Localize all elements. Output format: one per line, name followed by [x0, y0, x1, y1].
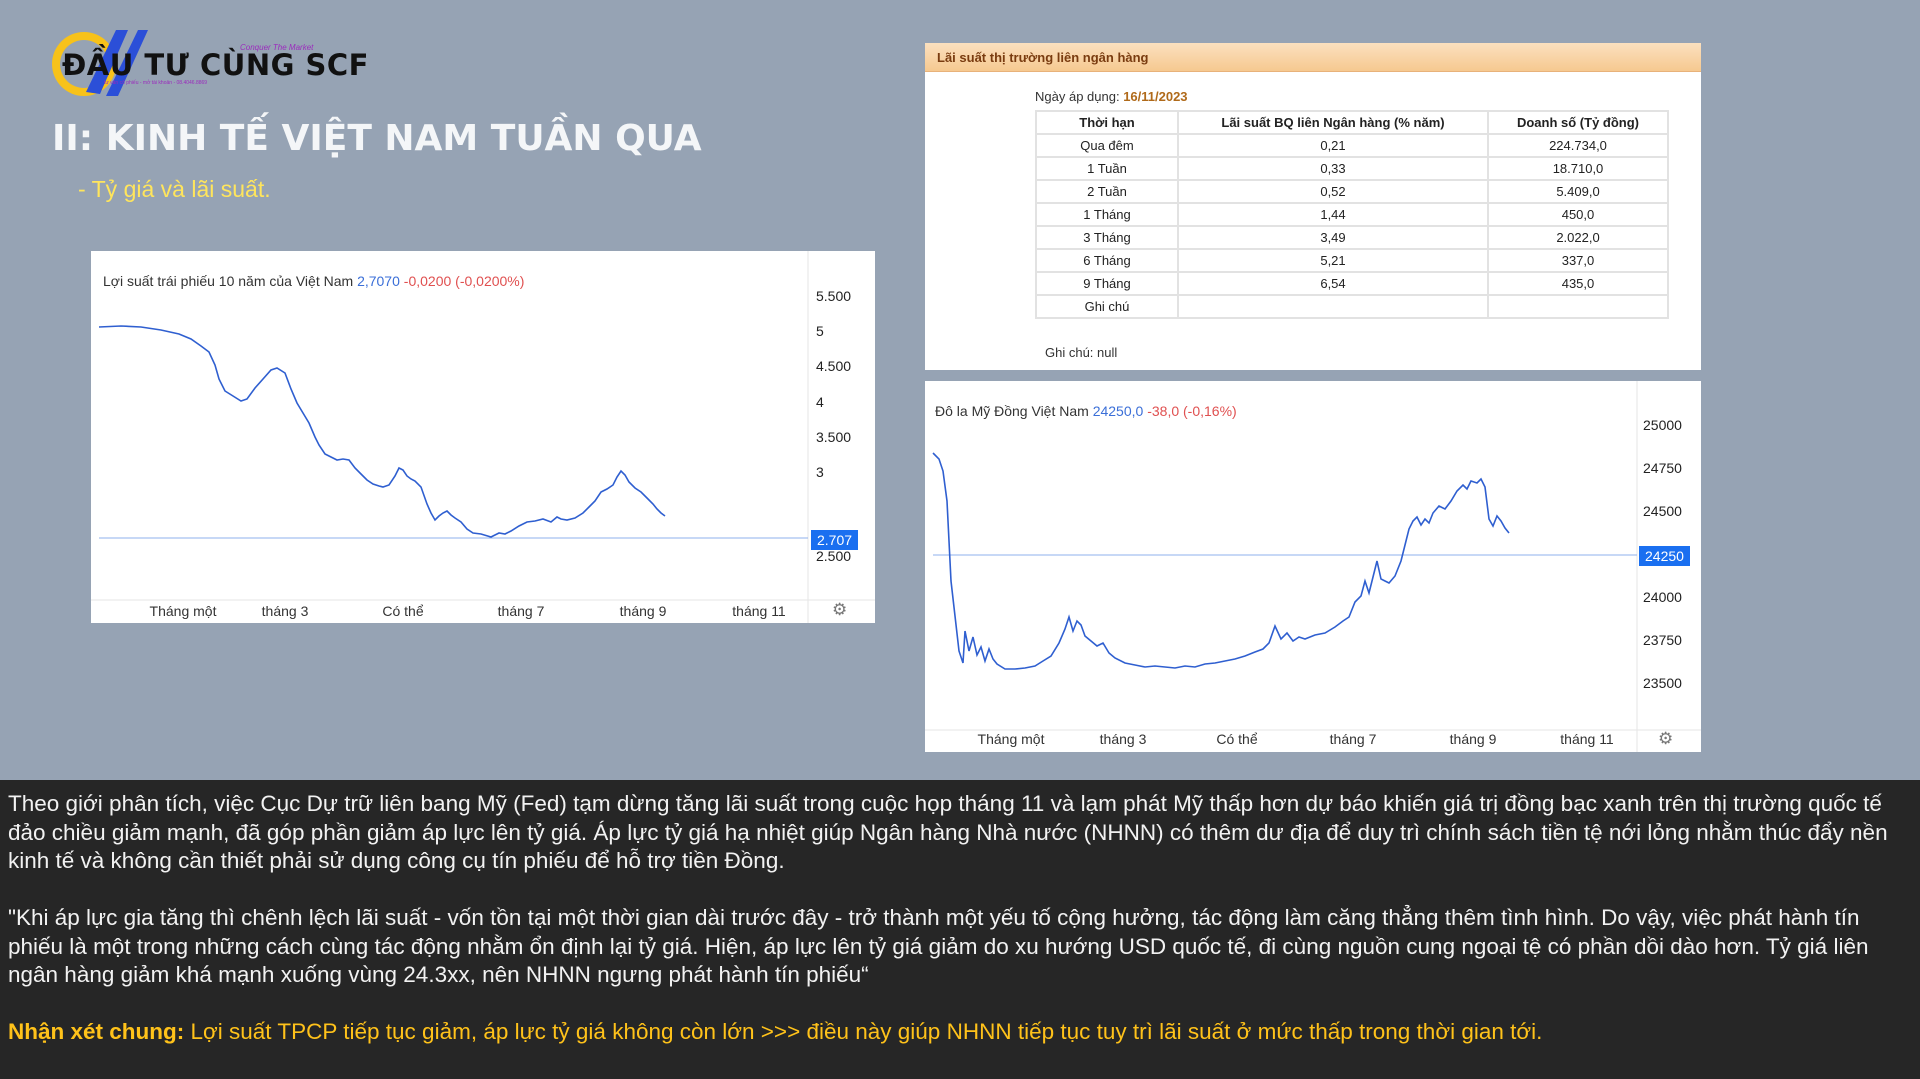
table-cell: 0,52 — [1177, 179, 1489, 204]
table-cell: 224.734,0 — [1487, 133, 1669, 158]
table-row: 1 Tháng 1,44 450,0 — [1035, 202, 1669, 227]
bond-x-tick: Có thể — [382, 603, 424, 619]
table-cell: 6,54 — [1177, 271, 1489, 296]
bond-chart-settings-gear-icon[interactable]: ⚙ — [832, 600, 848, 619]
table-cell: 3,49 — [1177, 225, 1489, 250]
table-row: 1 Tuần 0,33 18.710,0 — [1035, 156, 1669, 181]
commentary-paragraph-2: "Khi áp lực gia tăng thì chênh lệch lãi … — [8, 905, 1869, 987]
table-row: 3 Tháng 3,49 2.022,0 — [1035, 225, 1669, 250]
bond-y-tick: 4.500 — [816, 358, 852, 374]
bond-y-tick: 5.500 — [816, 288, 852, 304]
bond-x-tick: tháng 11 — [732, 603, 786, 619]
bond-chart-title: Lợi suất trái phiếu 10 năm của Việt Nam … — [103, 273, 524, 289]
bond-x-tick: tháng 3 — [261, 603, 309, 619]
bond-y-tick: 2.500 — [816, 548, 852, 564]
interbank-rate-panel: Lãi suất thị trường liên ngân hàng Ngày … — [925, 43, 1701, 370]
fx-y-tick: 24500 — [1643, 503, 1682, 519]
fx-y-tick: 23500 — [1643, 675, 1682, 691]
table-row: Qua đêm 0,21 224.734,0 — [1035, 133, 1669, 158]
usd-vnd-chart: Đô la Mỹ Đồng Việt Nam 24250,0 -38,0 (-0… — [925, 381, 1701, 752]
fx-y-tick: 25000 — [1643, 417, 1682, 433]
section-title: II: KINH TẾ VIỆT NAM TUẦN QUA — [52, 118, 702, 159]
column-header: Doanh số (Tỷ đồng) — [1487, 110, 1669, 135]
logo-subline: tư vấn cổ phiếu - mở tài khoản - 08.4046… — [104, 80, 208, 86]
fx-x-tick: tháng 3 — [1099, 731, 1147, 747]
table-cell: 2.022,0 — [1487, 225, 1669, 250]
bond-y-tick: 3.500 — [816, 429, 852, 445]
fx-chart-name: Đô la Mỹ Đồng Việt Nam — [935, 403, 1089, 419]
table-cell — [1487, 294, 1669, 319]
bond-chart-value: 2,7070 — [357, 273, 400, 289]
interbank-note: Ghi chú: null — [1045, 345, 1118, 360]
table-cell: 435,0 — [1487, 271, 1669, 296]
fx-chart-change: -38,0 (-0,16%) — [1147, 403, 1237, 419]
bond-y-tick: 3 — [816, 464, 824, 480]
fx-x-tick: Tháng một — [977, 731, 1045, 747]
table-row: 2 Tuần 0,52 5.409,0 — [1035, 179, 1669, 204]
verdict-label: Nhận xét chung: — [8, 1019, 185, 1044]
interbank-header-bar: Lãi suất thị trường liên ngân hàng — [925, 43, 1701, 72]
bond-y-tick: 4 — [816, 394, 824, 410]
table-row: 6 Tháng 5,21 337,0 — [1035, 248, 1669, 273]
fx-y-tick: 23750 — [1643, 632, 1682, 648]
table-cell: 450,0 — [1487, 202, 1669, 227]
fx-x-tick: tháng 11 — [1560, 731, 1614, 747]
table-cell: 337,0 — [1487, 248, 1669, 273]
interbank-date-value: 16/11/2023 — [1123, 89, 1188, 104]
fx-chart-value: 24250,0 — [1092, 403, 1144, 419]
table-cell: 1 Tháng — [1035, 202, 1179, 227]
table-cell: 1,44 — [1177, 202, 1489, 227]
table-cell: 18.710,0 — [1487, 156, 1669, 181]
bond-yield-chart: Lợi suất trái phiếu 10 năm của Việt Nam … — [91, 251, 875, 623]
table-row: 9 Tháng 6,54 435,0 — [1035, 271, 1669, 296]
fx-price-tag: 24250 — [1639, 546, 1690, 566]
logo-emblem-icon — [52, 30, 148, 96]
fx-chart-settings-gear-icon[interactable]: ⚙ — [1658, 729, 1674, 748]
column-header: Lãi suất BQ liên Ngân hàng (% năm) — [1177, 110, 1489, 135]
logo-text: ĐẦU TƯ CÙNG SCF — [62, 48, 369, 82]
table-cell — [1177, 294, 1489, 319]
table-cell: 3 Tháng — [1035, 225, 1179, 250]
table-cell: 5,21 — [1177, 248, 1489, 273]
table-row: Ghi chú — [1035, 294, 1669, 319]
fx-x-tick: Có thể — [1216, 731, 1258, 747]
fx-chart-title: Đô la Mỹ Đồng Việt Nam 24250,0 -38,0 (-0… — [935, 403, 1237, 419]
usd-vnd-line — [932, 452, 1510, 670]
bond-price-tag: 2.707 — [811, 530, 859, 550]
table-cell: 6 Tháng — [1035, 248, 1179, 273]
bond-chart-change: -0,0200 (-0,0200%) — [403, 273, 525, 289]
bullet-point: - Tỷ giá và lãi suất. — [78, 176, 271, 202]
interbank-table: Thời hạn Lãi suất BQ liên Ngân hàng (% n… — [1035, 110, 1669, 319]
table-cell: 2 Tuần — [1035, 179, 1179, 204]
logo-tagline: Conquer The Market — [240, 43, 314, 52]
bond-x-tick: Tháng một — [149, 603, 217, 619]
bond-chart-name: Lợi suất trái phiếu 10 năm của Việt Nam — [103, 273, 354, 289]
table-cell: 0,21 — [1177, 133, 1489, 158]
bond-yield-line — [98, 325, 666, 538]
bond-chart-plot — [91, 251, 875, 623]
fx-chart-plot — [925, 381, 1701, 752]
fx-y-tick: 24000 — [1643, 589, 1682, 605]
interbank-title: Lãi suất thị trường liên ngân hàng — [937, 50, 1149, 65]
table-header-row: Thời hạn Lãi suất BQ liên Ngân hàng (% n… — [1035, 110, 1669, 135]
fx-x-tick: tháng 7 — [1329, 731, 1377, 747]
interbank-date: Ngày áp dụng: 16/11/2023 — [1035, 89, 1188, 104]
column-header: Thời hạn — [1035, 110, 1179, 135]
interbank-date-label: Ngày áp dụng: — [1035, 89, 1124, 104]
table-cell: 0,33 — [1177, 156, 1489, 181]
bond-x-tick: tháng 9 — [619, 603, 667, 619]
bond-x-tick: tháng 7 — [497, 603, 545, 619]
fx-x-tick: tháng 9 — [1449, 731, 1497, 747]
commentary-verdict: Nhận xét chung: Lợi suất TPCP tiếp tục g… — [8, 1018, 1908, 1047]
commentary-paragraph-1: Theo giới phân tích, việc Cục Dự trữ liê… — [8, 791, 1888, 873]
commentary-box: Theo giới phân tích, việc Cục Dự trữ liê… — [0, 780, 1920, 1079]
verdict-text: Lợi suất TPCP tiếp tục giảm, áp lực tỷ g… — [184, 1019, 1543, 1044]
fx-y-tick: 24750 — [1643, 460, 1682, 476]
table-cell: 9 Tháng — [1035, 271, 1179, 296]
table-cell: Qua đêm — [1035, 133, 1179, 158]
table-cell: 1 Tuần — [1035, 156, 1179, 181]
table-cell: Ghi chú — [1035, 294, 1179, 319]
table-cell: 5.409,0 — [1487, 179, 1669, 204]
bond-y-tick: 5 — [816, 323, 824, 339]
